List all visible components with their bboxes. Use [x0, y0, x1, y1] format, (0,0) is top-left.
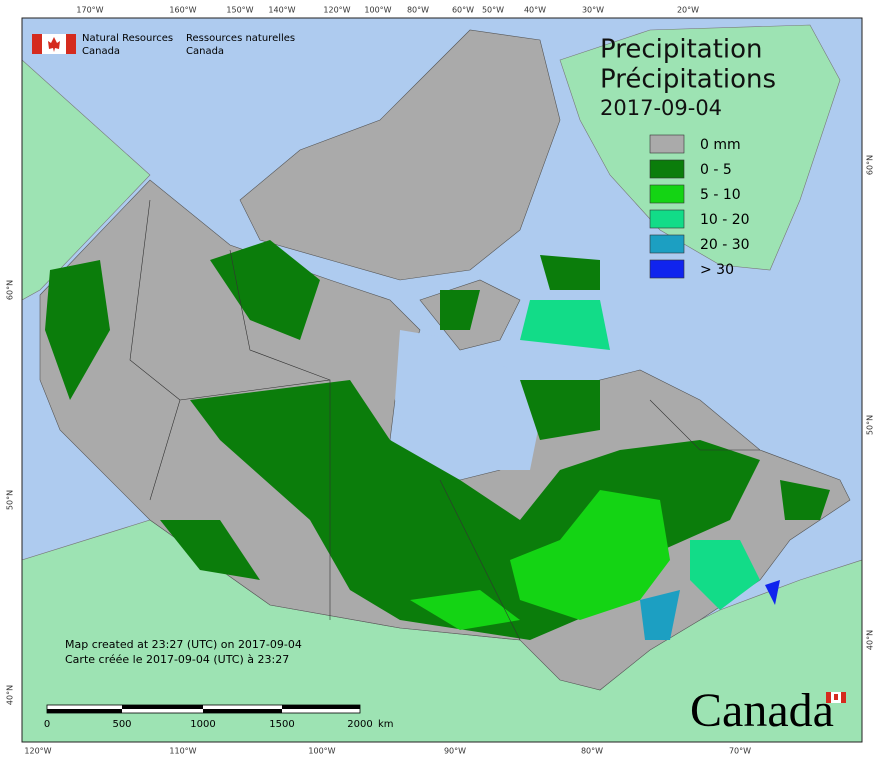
precip-0-5 — [45, 260, 110, 400]
legend-swatch — [649, 159, 685, 179]
legend-swatch — [649, 234, 685, 254]
graticule-top: 160°W — [169, 6, 196, 15]
scale-segment — [47, 709, 122, 713]
map-frame — [21, 17, 863, 743]
precip-0-5 — [540, 255, 600, 290]
wordmark-flag — [826, 692, 846, 703]
arctic-islands — [239, 29, 561, 281]
graticule-top: 170°W — [76, 6, 103, 15]
legend-swatch — [649, 209, 685, 229]
scale-segment — [282, 705, 360, 709]
graticule-bottom: 90°W — [444, 747, 466, 756]
title-fr: Précipitations — [600, 65, 776, 95]
graticule-bottom: 80°W — [581, 747, 603, 756]
graticule-bottom: 120°W — [24, 747, 51, 756]
precip-0-5 — [780, 480, 830, 520]
scale-segment — [122, 705, 203, 709]
scale-label: 0 — [44, 719, 50, 730]
scale-label: 2000 — [347, 719, 372, 730]
legend-label: 5 - 10 — [700, 187, 741, 203]
legend-label: 20 - 30 — [700, 237, 750, 253]
legend-swatch — [649, 134, 685, 154]
scale-unit: km — [378, 719, 394, 730]
legend-swatch — [649, 259, 685, 279]
legend: 0 mm 0 - 5 5 - 10 10 - 20 20 - 30 > 30 — [649, 134, 750, 279]
legend-label: > 30 — [700, 262, 734, 278]
title-en: Precipitation — [600, 35, 763, 65]
precip-20-30 — [640, 590, 680, 640]
graticule-top: 100°W — [364, 6, 391, 15]
boundaries — [129, 199, 760, 641]
graticule-right: 60°N — [866, 155, 875, 175]
graticule-top: 50°W — [482, 6, 504, 15]
scale-label: 1500 — [269, 719, 294, 730]
precip-0-5 — [520, 380, 600, 440]
scale-bar: 0 500 1000 1500 2000 km — [44, 704, 394, 730]
legend-swatch — [649, 184, 685, 204]
scale-label: 1000 — [190, 719, 215, 730]
graticule-left: 50°N — [6, 490, 15, 510]
graticule-left: 40°N — [6, 685, 15, 705]
map-body — [22, 18, 862, 742]
graticule-right: 50°N — [866, 415, 875, 435]
scale-label: 500 — [112, 719, 131, 730]
precip-10-20 — [520, 300, 610, 350]
graticule-top: 120°W — [323, 6, 350, 15]
org-fr-2: Canada — [186, 46, 224, 57]
precip-0-5 — [160, 520, 260, 580]
created-en: Map created at 23:27 (UTC) on 2017-09-04 — [65, 638, 302, 651]
graticule-top: 80°W — [407, 6, 429, 15]
flag-logo — [32, 34, 76, 54]
legend-label: 10 - 20 — [700, 212, 750, 228]
precip-10-20 — [690, 540, 760, 610]
graticule-top: 40°W — [524, 6, 546, 15]
graticule-top: 20°W — [677, 6, 699, 15]
greenland-land — [559, 24, 841, 271]
org-en-2: Canada — [82, 46, 120, 57]
graticule-bottom: 100°W — [308, 747, 335, 756]
graticule-bottom: 70°W — [729, 747, 751, 756]
created-fr: Carte créée le 2017-09-04 (UTC) à 23:27 — [65, 653, 289, 666]
precip-5-10 — [410, 590, 520, 630]
alaska-land — [22, 59, 151, 301]
wordmark: Canada — [690, 684, 834, 737]
legend-label: 0 mm — [700, 137, 741, 153]
graticule-labels: 170°W 160°W 150°W 140°W 120°W 100°W 80°W 60°W 50… — [6, 6, 875, 756]
graticule-top: 150°W — [226, 6, 253, 15]
graticule-top: 140°W — [268, 6, 295, 15]
title-date: 2017-09-04 — [600, 96, 722, 120]
graticule-top: 30°W — [582, 6, 604, 15]
graticule-top: 60°W — [452, 6, 474, 15]
hudson-bay — [395, 330, 540, 470]
graticule-left: 60°N — [6, 280, 15, 300]
precip-over-30 — [765, 580, 780, 605]
org-en-1: Natural Resources — [82, 33, 173, 44]
org-fr-1: Ressources naturelles — [186, 33, 295, 44]
precip-0-5 — [440, 290, 480, 330]
precip-0-5 — [210, 240, 320, 340]
precip-5-10 — [510, 490, 670, 620]
legend-label: 0 - 5 — [700, 162, 732, 178]
graticule-right: 40°N — [866, 630, 875, 650]
scale-segment — [203, 709, 282, 713]
graticule-bottom: 110°W — [169, 747, 196, 756]
